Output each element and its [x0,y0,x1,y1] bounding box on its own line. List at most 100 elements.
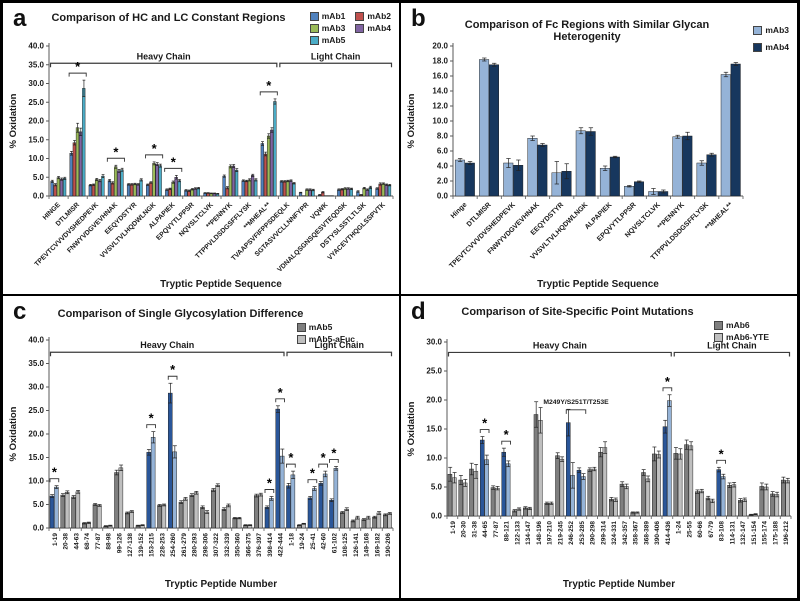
bar [505,463,511,517]
bar [183,498,188,529]
bar [196,187,200,197]
bar [97,505,102,529]
x-category-label: 77-87 [95,533,102,550]
bar [114,166,118,197]
bar [56,177,60,197]
mutation-annotation-bracket [565,409,587,414]
significance-asterisk: * [267,476,273,491]
bar [495,487,500,517]
bar [581,476,586,517]
bar [322,473,328,529]
bar [264,507,270,529]
legend-label: mAb5-aFuc [308,334,355,344]
bar [150,437,156,529]
y-tick-label: 20.0 [28,117,44,126]
bar [275,408,280,529]
x-category-label: 67-79 [708,521,715,538]
bar [82,88,86,197]
bar [193,188,197,197]
bar [171,181,175,197]
bar [290,474,296,529]
chain-bracket-label: Heavy Chain [137,51,191,61]
x-category-label: 25-55 [686,521,693,538]
x-category-label: 350-360 [235,533,242,557]
y-tick-label: 5.0 [33,173,45,182]
bar [503,162,514,197]
bar [273,101,277,197]
bar [157,505,162,529]
bar [94,179,99,197]
bar [152,163,156,197]
bar [247,179,252,197]
significance-bracket [146,424,156,429]
bar [720,74,731,197]
x-category-label: 68-74 [84,533,91,550]
x-category-label: 261-279 [181,533,188,557]
bar [608,498,614,517]
significance-bracket [106,157,125,162]
y-tick-label: 20.0 [28,430,44,439]
x-category-label: 414-436 [665,521,672,545]
bar [251,175,255,197]
significance-bracket [286,463,296,468]
bar [384,184,388,197]
bar [226,505,231,529]
bar [118,467,124,529]
y-tick-label: 0.0 [431,512,443,521]
y-tick-label: 4.0 [437,162,449,171]
x-category-label: 148-196 [536,521,543,545]
legend-item: mAb5 [296,322,355,332]
bar [533,414,539,517]
bar [120,169,124,197]
bar [716,469,721,517]
significance-bracket [164,167,183,172]
bar [333,468,339,529]
bar [189,494,194,529]
y-tick-label: 14.0 [432,87,448,96]
bar [178,501,184,529]
bar [382,514,388,529]
bar [527,138,538,197]
legend-item: mAb2 [355,11,391,21]
bar [236,517,242,529]
bar [114,472,119,529]
x-category-label: 390-406 [654,521,661,545]
panel-a: a Comparison of HC and LC Constant Regio… [2,2,400,295]
x-category-label: 44-65 [482,521,489,538]
x-category-label: 20-30 [461,521,468,538]
x-category-label: 126-141 [353,533,360,557]
x-category-label: 219-245 [557,521,564,545]
panel-letter-a: a [13,5,27,32]
bar [464,162,475,197]
bar [489,64,499,197]
bar [75,491,81,529]
y-tick-label: 0.0 [33,524,45,533]
y-tick-label: 10.0 [28,477,44,486]
bar [780,479,786,517]
chain-bracket [49,62,278,68]
bar [241,180,245,197]
bar [598,451,603,517]
bar-chart-b: 0.0 2.0 4.0 6.0 8.0 10.0 12.0 14.0 16.0 18.0 20.0%… [406,42,744,290]
bar [490,487,496,517]
bar [279,181,284,197]
bar [136,184,140,197]
bar [232,517,237,529]
significance-asterisk: * [152,141,158,156]
bar [49,495,55,529]
bar [774,494,780,517]
significance-asterisk: * [331,445,337,460]
significance-bracket [145,154,164,159]
significance-bracket [329,458,339,463]
bar [462,482,468,517]
bar [699,490,704,517]
y-tick-label: 30.0 [426,338,442,347]
bar [60,494,65,529]
bar [565,422,571,517]
bar [742,499,747,517]
bar-chart-c: 0.0 5.0 10.0 15.0 20.0 25.0 30.0 35.0 40.0 % Oxid… [8,336,394,590]
x-category-label: 228-253 [159,533,166,557]
y-tick-label: 20.0 [432,42,448,51]
significance-asterisk: * [504,427,510,442]
y-tick-label: 40.0 [28,42,44,51]
